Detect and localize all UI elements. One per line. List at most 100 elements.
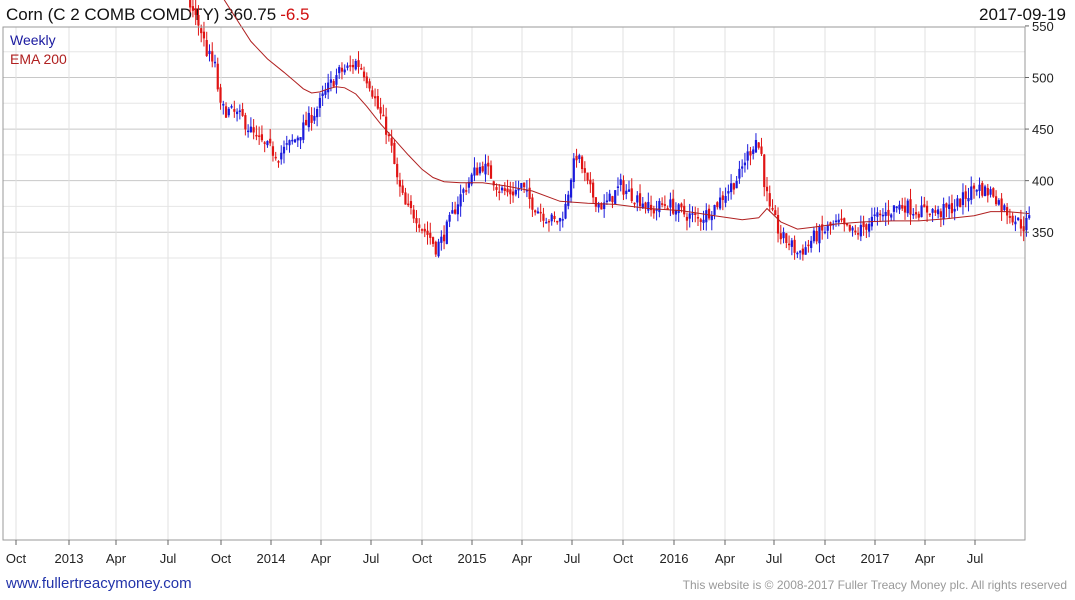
candle-body xyxy=(655,209,658,211)
candle-body xyxy=(360,67,363,70)
candle-body xyxy=(205,40,208,56)
candle-body xyxy=(843,218,846,225)
candle-body xyxy=(202,31,206,39)
candle-body xyxy=(260,134,264,141)
candle-body xyxy=(810,240,813,248)
candle-body xyxy=(349,65,352,67)
candle-body xyxy=(1017,217,1020,220)
candle-body xyxy=(398,180,402,187)
candle-body xyxy=(661,203,664,205)
candle-body xyxy=(269,138,272,144)
candle-body xyxy=(313,115,316,121)
candle-body xyxy=(409,201,413,209)
candle-body xyxy=(605,200,609,203)
candle-body xyxy=(277,161,280,163)
x-tick-label: Oct xyxy=(815,551,836,566)
candle-body xyxy=(743,162,747,166)
candle-body xyxy=(845,223,849,226)
chart-date: 2017-09-19 xyxy=(979,5,1066,24)
candle-body xyxy=(489,165,493,179)
candle-body xyxy=(986,187,989,196)
candle-body xyxy=(343,69,346,73)
candle-body xyxy=(1003,205,1006,211)
candle-body xyxy=(233,109,236,112)
candle-body xyxy=(578,155,581,160)
candle-body xyxy=(597,203,600,208)
candle-body xyxy=(387,134,390,137)
candle-body xyxy=(713,205,716,215)
candle-body xyxy=(1028,215,1031,219)
candle-body xyxy=(903,205,907,213)
candle-body xyxy=(890,214,893,218)
candle-body xyxy=(534,210,537,213)
candle-body xyxy=(500,187,504,191)
candle-body xyxy=(942,203,945,220)
candle-body xyxy=(299,137,302,141)
candle-body xyxy=(517,188,520,191)
candle-body xyxy=(630,188,633,202)
candle-body xyxy=(983,186,987,197)
copyright-text: This website is © 2008-2017 Fuller Treac… xyxy=(682,578,1067,592)
candle-body xyxy=(787,243,791,246)
candle-body xyxy=(583,168,586,173)
site-link[interactable]: www.fullertreacymoney.com xyxy=(6,575,192,592)
candle-body xyxy=(589,179,592,185)
x-tick-label: Jul xyxy=(564,551,581,566)
candle-body xyxy=(652,209,655,214)
chart-title: Corn (C 2 COMB COMDTY) 360.75 -6.5 xyxy=(6,5,309,25)
candle-body xyxy=(611,196,614,203)
candle-body xyxy=(959,198,962,208)
candles xyxy=(189,0,1031,261)
candle-body xyxy=(917,213,920,218)
candle-body xyxy=(442,234,446,242)
x-axis-ticks: Oct 2013 Apr Jul Oct 2014 Apr Jul Oct 2015 Apr Jul O… xyxy=(6,540,983,566)
candle-body xyxy=(707,208,711,219)
y-tick-label: 550 xyxy=(1032,19,1054,34)
candle-body xyxy=(351,64,355,68)
candle-body xyxy=(823,231,827,234)
candle-body xyxy=(876,212,879,217)
candle-body xyxy=(892,205,896,212)
candle-body xyxy=(724,195,727,203)
candle-body xyxy=(539,211,542,214)
candle-body xyxy=(404,192,407,205)
grid-lines xyxy=(3,27,1025,540)
candle-body xyxy=(641,203,644,209)
y-tick-label: 450 xyxy=(1032,122,1054,137)
candle-body xyxy=(738,168,741,179)
candle-body xyxy=(382,114,385,117)
candle-body xyxy=(495,187,498,190)
candle-body xyxy=(478,166,482,174)
candle-body xyxy=(547,220,551,223)
candle-body xyxy=(473,167,476,176)
candle-body xyxy=(685,216,689,221)
candle-body xyxy=(332,81,335,87)
candle-body xyxy=(718,197,722,209)
candle-body xyxy=(465,190,468,192)
candle-body xyxy=(509,189,512,195)
candle-body xyxy=(881,214,885,217)
candle-body xyxy=(247,130,250,133)
candle-body xyxy=(1000,198,1003,212)
candle-body xyxy=(672,198,675,214)
candle-body xyxy=(569,179,573,198)
candle-body xyxy=(525,189,528,192)
candle-body xyxy=(735,181,738,189)
candle-body xyxy=(906,200,909,214)
candle-body xyxy=(420,229,424,231)
candle-body xyxy=(730,183,733,193)
candle-body xyxy=(868,223,871,232)
candle-body xyxy=(854,230,857,233)
x-tick-label: 2016 xyxy=(660,551,689,566)
candle-body xyxy=(1025,218,1028,231)
candle-body xyxy=(553,215,556,219)
candle-body xyxy=(365,76,368,84)
candle-body xyxy=(592,182,595,198)
x-tick-label: Jul xyxy=(160,551,177,566)
candle-body xyxy=(796,252,799,255)
candle-body xyxy=(451,210,454,214)
candle-body xyxy=(895,206,898,209)
candle-body xyxy=(307,112,310,128)
candle-body xyxy=(614,190,617,204)
candle-body xyxy=(600,203,603,210)
